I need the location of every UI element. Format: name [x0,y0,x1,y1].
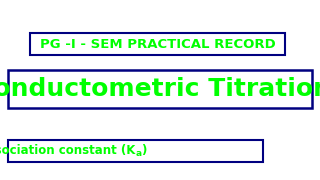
Text: Conductometric Titrations: Conductometric Titrations [0,77,320,101]
Bar [30,33,285,55]
Text: ): ) [141,144,146,157]
Text: PG -I - SEM PRACTICAL RECORD: PG -I - SEM PRACTICAL RECORD [40,37,276,51]
Text: a: a [136,149,142,158]
Bar [8,70,312,108]
Bar [8,140,263,162]
Text: Determination of dissociation constant (K: Determination of dissociation constant (… [0,144,135,157]
